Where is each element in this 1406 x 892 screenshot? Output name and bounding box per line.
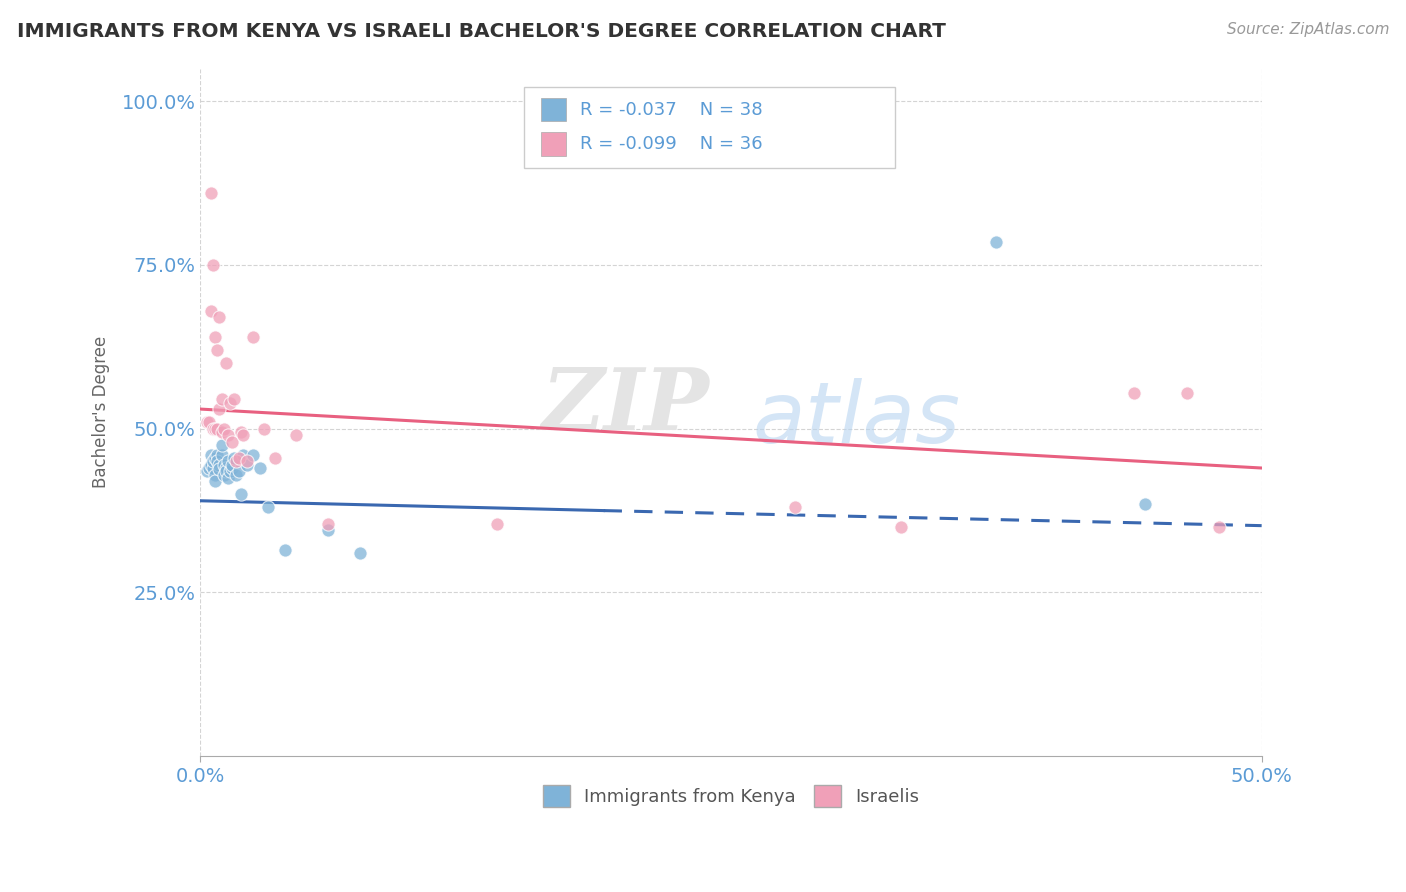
Point (221, 461, 243, 475)
Point (207, 343, 229, 358)
Point (486, 516, 509, 531)
Point (242, 330, 264, 344)
Point (263, 451, 285, 466)
Point (211, 438, 233, 452)
Point (200, 448, 222, 462)
Text: Source: ZipAtlas.com: Source: ZipAtlas.com (1226, 22, 1389, 37)
Point (195, 415, 218, 429)
Point (316, 516, 339, 531)
Text: R = -0.037    N = 38: R = -0.037 N = 38 (581, 101, 763, 119)
Point (284, 428, 307, 442)
Point (212, 467, 235, 482)
Point (204, 422, 226, 436)
Text: atlas: atlas (752, 377, 960, 461)
Point (198, 415, 221, 429)
Point (316, 523, 339, 537)
Point (202, 454, 225, 468)
Point (224, 392, 246, 407)
Point (202, 422, 225, 436)
FancyBboxPatch shape (541, 133, 567, 156)
Point (204, 451, 226, 466)
Point (1175, 385, 1198, 400)
Point (219, 395, 242, 409)
Point (232, 448, 254, 462)
Point (202, 258, 225, 272)
Point (349, 546, 371, 560)
Point (208, 458, 231, 472)
Point (212, 422, 235, 436)
Point (219, 464, 242, 478)
Point (208, 310, 231, 325)
Point (228, 464, 250, 478)
Point (783, 500, 806, 515)
Text: IMMIGRANTS FROM KENYA VS ISRAELI BACHELOR'S DEGREE CORRELATION CHART: IMMIGRANTS FROM KENYA VS ISRAELI BACHELO… (17, 22, 946, 41)
Point (221, 458, 243, 472)
Point (207, 422, 229, 436)
Point (257, 500, 280, 515)
Point (228, 451, 250, 466)
Point (225, 454, 247, 468)
Point (200, 458, 222, 472)
Point (217, 454, 239, 468)
Point (1133, 497, 1156, 511)
Point (198, 461, 221, 475)
Point (202, 461, 225, 475)
Point (242, 448, 264, 462)
Text: ZIP: ZIP (541, 364, 710, 447)
Point (224, 451, 246, 466)
FancyBboxPatch shape (524, 87, 896, 169)
Point (207, 454, 229, 468)
Text: R = -0.099    N = 36: R = -0.099 N = 36 (581, 136, 763, 153)
Point (215, 464, 238, 478)
Point (211, 425, 233, 439)
Point (217, 428, 239, 442)
Point (225, 467, 247, 482)
Point (207, 448, 229, 462)
Point (211, 448, 233, 462)
Point (211, 392, 233, 407)
Point (204, 467, 226, 482)
Point (195, 464, 218, 478)
Point (1208, 520, 1230, 534)
Point (215, 461, 238, 475)
Point (200, 303, 222, 318)
Point (986, 235, 1008, 249)
Point (215, 356, 238, 370)
Point (229, 487, 252, 501)
Point (204, 474, 226, 488)
Point (236, 458, 259, 472)
Point (236, 454, 259, 468)
Point (229, 425, 252, 439)
Point (204, 330, 226, 344)
Point (253, 422, 276, 436)
Point (274, 542, 297, 557)
Point (232, 428, 254, 442)
Point (200, 186, 222, 200)
Point (208, 402, 231, 417)
FancyBboxPatch shape (541, 98, 567, 121)
Point (212, 458, 235, 472)
Point (249, 461, 271, 475)
Point (1123, 385, 1146, 400)
Point (221, 434, 243, 449)
Point (208, 462, 231, 476)
Y-axis label: Bachelor's Degree: Bachelor's Degree (93, 336, 110, 489)
Point (217, 471, 239, 485)
Legend: Immigrants from Kenya, Israelis: Immigrants from Kenya, Israelis (536, 778, 927, 814)
Point (890, 520, 912, 534)
